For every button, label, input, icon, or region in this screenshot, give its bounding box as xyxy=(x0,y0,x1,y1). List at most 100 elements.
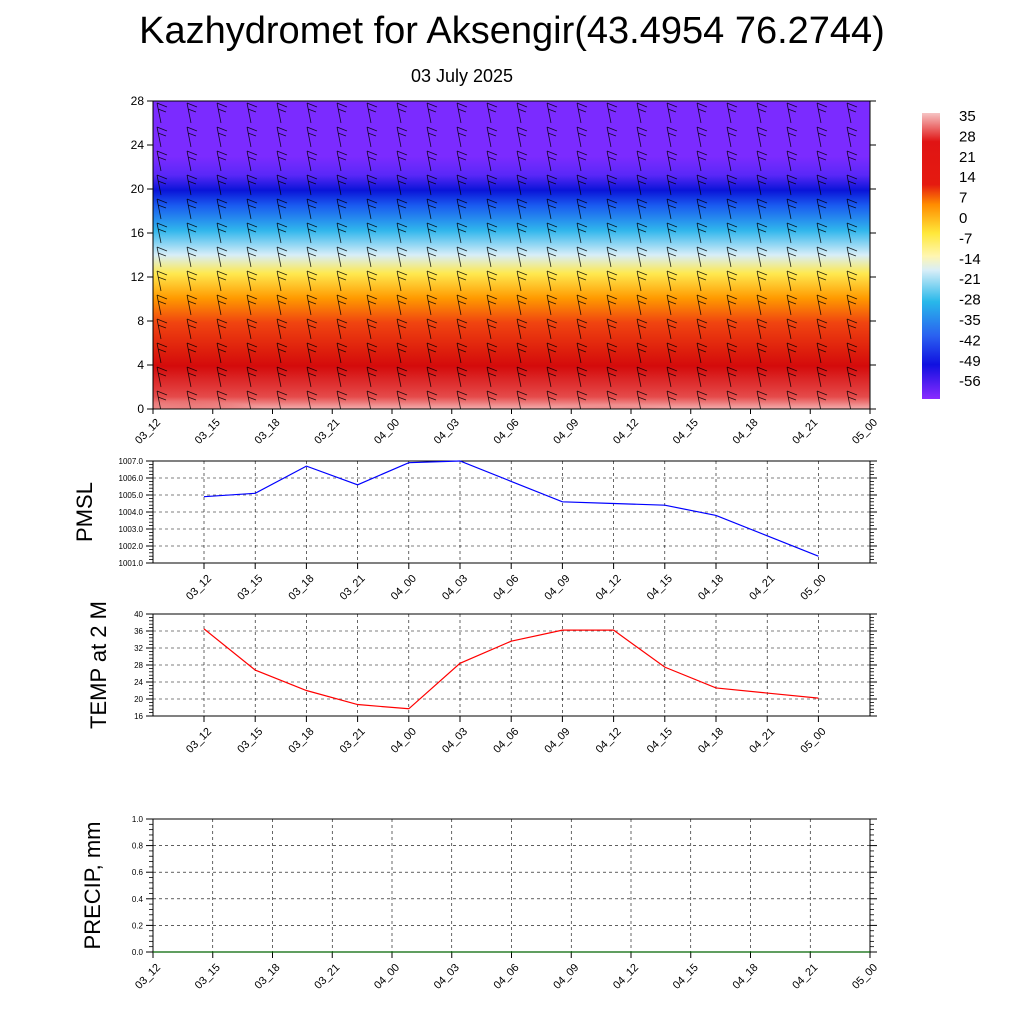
x-tick-label: 05_00 xyxy=(850,417,880,447)
y-tick-label: 0.0 xyxy=(132,948,144,957)
series-line xyxy=(203,628,819,710)
x-tick-label: 03_12 xyxy=(133,962,163,992)
y-tick-label: 20 xyxy=(134,695,143,704)
y-tick-label: 28 xyxy=(131,94,145,108)
x-tick-label: 03_15 xyxy=(193,962,223,992)
x-tick-label: 04_12 xyxy=(594,726,624,756)
x-tick-label: 04_18 xyxy=(731,962,761,992)
x-tick-label: 04_06 xyxy=(491,726,521,756)
x-tick-label: 04_00 xyxy=(389,573,419,603)
y-tick-label: 0.8 xyxy=(132,842,144,851)
x-tick-label: 04_15 xyxy=(671,417,701,447)
y-tick-label: 0.2 xyxy=(132,921,144,930)
series-line xyxy=(203,460,819,557)
x-tick-label: 03_15 xyxy=(235,726,265,756)
colorbar-label: 14 xyxy=(959,169,976,186)
y-tick-label: 16 xyxy=(134,712,143,721)
x-tick-label: 03_21 xyxy=(338,573,368,603)
x-tick-label: 04_09 xyxy=(542,573,572,603)
y-tick-label: 1005.0 xyxy=(119,491,144,500)
y-tick-label: 20 xyxy=(131,182,145,196)
x-tick-label: 03_12 xyxy=(184,726,214,756)
x-tick-label: 03_18 xyxy=(253,962,283,992)
x-tick-label: 04_09 xyxy=(551,417,581,447)
colorbar-label: -21 xyxy=(959,271,981,288)
y-tick-label: 36 xyxy=(134,627,143,636)
x-tick-label: 05_00 xyxy=(798,573,828,603)
colorbar-label: 21 xyxy=(959,149,976,166)
colorbar-label: -42 xyxy=(959,332,981,349)
x-tick-label: 03_15 xyxy=(235,573,265,603)
x-tick-label: 04_06 xyxy=(491,573,521,603)
colorbar-label: -56 xyxy=(959,373,981,390)
colorbar-gradient xyxy=(922,113,940,399)
x-tick-label: 04_09 xyxy=(542,726,572,756)
x-tick-label: 05_00 xyxy=(850,962,880,992)
temp-panel: 16 20 24 28 32 36 40 03_12 03_15 03_18 03_21 04_00 0… xyxy=(86,601,877,756)
y-axis-label: TEMP at 2 M xyxy=(86,601,111,729)
y-tick-label: 1.0 xyxy=(132,815,144,824)
x-tick-label: 04_00 xyxy=(389,726,419,756)
wind-barbs xyxy=(153,101,870,409)
y-tick-label: 0.6 xyxy=(132,868,144,877)
y-tick-label: 1003.0 xyxy=(119,525,144,534)
x-tick-label: 04_12 xyxy=(611,417,641,447)
x-tick-label: 04_18 xyxy=(696,573,726,603)
colorbar-label: 28 xyxy=(959,128,976,145)
x-tick-label: 03_21 xyxy=(312,417,342,447)
x-tick-label: 04_21 xyxy=(747,573,777,603)
colorbar-label: -28 xyxy=(959,292,981,309)
y-tick-label: 8 xyxy=(137,314,144,328)
x-tick-label: 04_15 xyxy=(645,573,675,603)
y-tick-label: 28 xyxy=(134,661,143,670)
colorbar-labels: 35 28 21 14 7 0 -7 -14 -21 -28 -35 -42 -49 -56 xyxy=(959,108,981,390)
pmsl-panel: 1001.0 1002.0 1003.0 1004.0 1005.0 1006.0 1007… xyxy=(72,457,877,603)
x-tick-label: 03_21 xyxy=(338,726,368,756)
y-tick-label: 16 xyxy=(131,226,145,240)
precip-panel: 0.0 0.2 0.4 0.6 0.8 1.0 03_12 03_15 03_18 03_21 04… xyxy=(80,815,880,992)
colorbar-label: -14 xyxy=(959,251,981,268)
x-tick-label: 03_18 xyxy=(253,417,283,447)
y-tick-label: 4 xyxy=(137,358,144,372)
x-tick-label: 05_00 xyxy=(798,726,828,756)
x-tick-label: 04_12 xyxy=(594,573,624,603)
y-tick-label: 1006.0 xyxy=(119,474,144,483)
x-tick-label: 03_21 xyxy=(312,962,342,992)
cross-section-y-axis: 0 4 8 12 16 20 24 28 xyxy=(131,94,876,416)
x-tick-label: 03_12 xyxy=(133,417,163,447)
colorbar-label: -35 xyxy=(959,312,981,329)
x-tick-label: 04_03 xyxy=(432,417,462,447)
y-tick-label: 40 xyxy=(134,610,143,619)
x-tick-label: 04_03 xyxy=(440,573,470,603)
x-tick-label: 04_18 xyxy=(696,726,726,756)
x-tick-label: 03_12 xyxy=(184,573,214,603)
x-tick-label: 03_18 xyxy=(286,726,316,756)
y-tick-label: 24 xyxy=(134,678,143,687)
colorbar-label: 7 xyxy=(959,190,967,207)
x-tick-label: 04_12 xyxy=(611,962,641,992)
x-tick-label: 03_15 xyxy=(193,417,223,447)
x-tick-label: 03_18 xyxy=(286,573,316,603)
y-tick-label: 0 xyxy=(137,402,144,416)
x-tick-label: 04_00 xyxy=(372,962,402,992)
chart-title: Kazhydromet for Aksengir(43.4954 76.2744… xyxy=(139,10,885,52)
y-tick-label: 1004.0 xyxy=(119,508,144,517)
x-tick-label: 04_06 xyxy=(492,962,522,992)
x-tick-label: 04_21 xyxy=(747,726,777,756)
colorbar-label: -49 xyxy=(959,353,981,370)
x-tick-label: 04_03 xyxy=(440,726,470,756)
x-tick-label: 04_21 xyxy=(790,962,820,992)
y-axis-label: PMSL xyxy=(72,482,97,542)
y-tick-label: 1007.0 xyxy=(119,457,144,466)
y-tick-label: 24 xyxy=(131,138,145,152)
cross-section-x-axis: 03_12 03_15 03_18 03_21 04_00 04_03 04_06 04_09… xyxy=(133,409,880,447)
colorbar-label: 35 xyxy=(959,108,976,125)
x-tick-label: 04_18 xyxy=(731,417,761,447)
y-tick-label: 1002.0 xyxy=(119,542,144,551)
y-tick-label: 32 xyxy=(134,644,143,653)
colorbar: 35 28 21 14 7 0 -7 -14 -21 -28 -35 -42 -49 -56 xyxy=(922,108,981,399)
y-tick-label: 1001.0 xyxy=(119,559,144,568)
x-tick-label: 04_09 xyxy=(551,962,581,992)
